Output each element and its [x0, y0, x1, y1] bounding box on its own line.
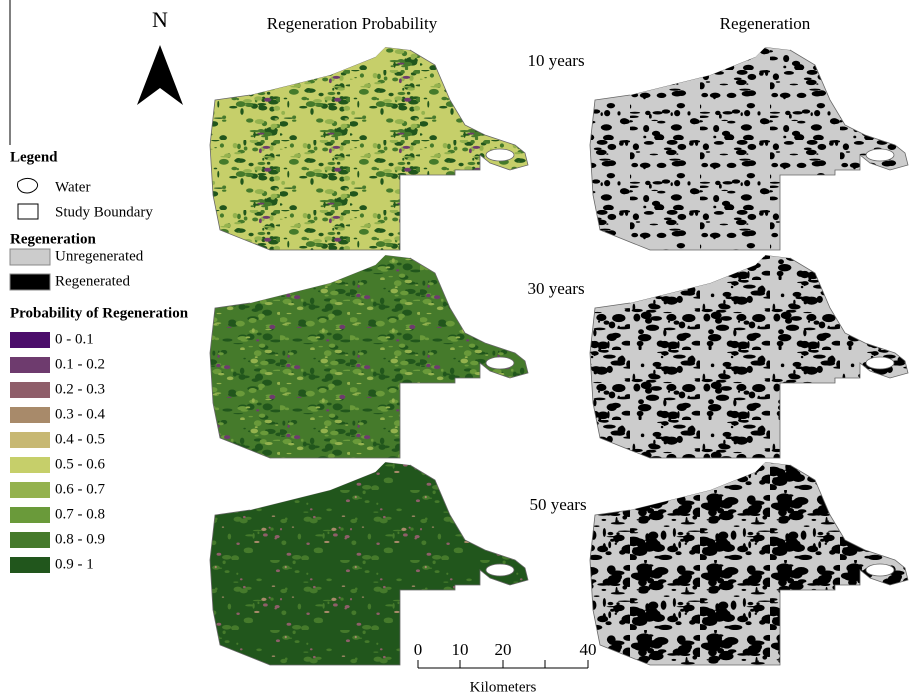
legend-swatch [10, 482, 50, 498]
legend-label: Unregenerated [55, 248, 144, 264]
legend-swatch [10, 249, 50, 265]
study-area-map [210, 47, 528, 250]
map-figure: N Regeneration Probability Regeneration … [0, 0, 909, 697]
water-body [486, 564, 514, 576]
legend-item: Study Boundary [55, 204, 153, 220]
scale-label: 40 [580, 640, 597, 659]
water-body [486, 357, 514, 369]
legend-swatch [10, 432, 50, 448]
boundary-icon [18, 204, 38, 219]
water-body [866, 564, 894, 576]
legend-label: 0.5 - 0.6 [55, 456, 105, 472]
legend-section-title: Probability of Regeneration [10, 305, 189, 321]
legend-label: 0.1 - 0.2 [55, 356, 105, 372]
legend-label: 0.7 - 0.8 [55, 506, 105, 522]
row-title: 10 years [527, 51, 584, 70]
legend-swatch [10, 357, 50, 373]
water-body [866, 149, 894, 161]
legend-swatch [10, 274, 50, 290]
water-icon [18, 178, 38, 193]
scale-bar [418, 660, 588, 668]
legend-label: 0.8 - 0.9 [55, 531, 105, 547]
legend-label: 0.6 - 0.7 [55, 481, 105, 497]
water-body [486, 149, 514, 161]
study-area-map [210, 255, 528, 458]
row-title: 30 years [527, 279, 584, 298]
water-body [866, 357, 894, 369]
legend-swatch [10, 532, 50, 548]
study-area-map [590, 462, 908, 665]
legend-section-title: Regeneration [10, 231, 96, 247]
legend-swatch [10, 332, 50, 348]
legend-swatch [10, 457, 50, 473]
study-area-map [590, 47, 908, 250]
legend-swatch [10, 407, 50, 423]
scale-label: 20 [495, 640, 512, 659]
scale-unit: Kilometers [470, 679, 537, 695]
scale-label: 10 [452, 640, 469, 659]
column-title: Regeneration Probability [267, 14, 438, 33]
legend-label: 0.9 - 1 [55, 556, 94, 572]
legend-label: 0.3 - 0.4 [55, 406, 105, 422]
study-area-map [590, 255, 908, 458]
legend-label: 0.4 - 0.5 [55, 431, 105, 447]
legend-label: Regenerated [55, 273, 130, 289]
row-title: 50 years [529, 495, 586, 514]
legend-label: 0.2 - 0.3 [55, 381, 105, 397]
legend-swatch [10, 507, 50, 523]
column-title: Regeneration [720, 14, 811, 33]
legend-swatch [10, 557, 50, 573]
study-area-map [210, 462, 528, 665]
legend-label: 0 - 0.1 [55, 331, 94, 347]
legend-title: Legend [10, 149, 58, 165]
scale-label: 0 [414, 640, 423, 659]
legend-item: Water [55, 179, 90, 195]
north-label: N [152, 7, 168, 32]
legend-swatch [10, 382, 50, 398]
north-arrow [137, 45, 183, 105]
